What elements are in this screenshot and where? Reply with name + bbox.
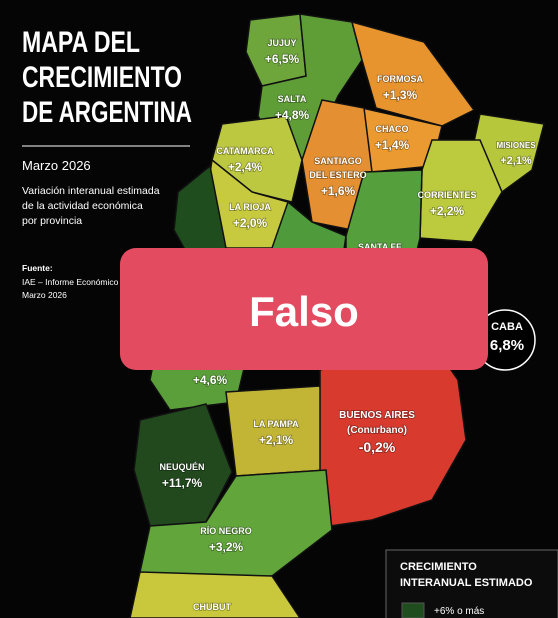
province-value: +1,4% (375, 138, 410, 152)
province-chubut (129, 571, 301, 618)
province-name: CHUBUT (193, 602, 231, 612)
description: de la actividad económica (22, 200, 143, 212)
province-name: CORRIENTES (417, 190, 476, 200)
province-name: BUENOS AIRES (339, 410, 415, 421)
province-name: NEUQUÉN (159, 462, 204, 472)
province-name: SANTIAGO (314, 156, 362, 166)
province-name: MISIONES (496, 141, 536, 150)
province-value: 6,8% (490, 337, 524, 354)
date: Marzo 2026 (22, 158, 91, 173)
province-value: +11,7% (162, 476, 203, 490)
source-label: Fuente: (22, 263, 53, 273)
header: MAPA DEL CRECIMIENTO DE ARGENTINA Marzo … (22, 26, 192, 300)
province-value: +4,8% (275, 108, 310, 122)
province-value: +2,4% (228, 160, 263, 174)
verdict-label: Falso (249, 288, 359, 335)
province-name: JUJUY (267, 38, 296, 48)
legend-swatch (401, 602, 425, 618)
province-labels: JUJUY +6,5% SALTA +4,8% FORMOSA +1,3% CHACO +1,… (159, 37, 537, 613)
province-name: DEL ESTERO (309, 170, 366, 180)
province-name: SANTA FE (358, 242, 402, 252)
province-value: +3,2% (209, 540, 244, 554)
province-value: +2,2% (430, 204, 465, 218)
province-value: +2,1% (500, 155, 532, 167)
source: IAE – Informe Económico M (22, 277, 128, 287)
province-value: +2,1% (259, 433, 294, 447)
province-name: LA RIOJA (229, 202, 271, 212)
verdict-overlay: Falso (120, 248, 488, 370)
legend-item: +6% o más (434, 606, 484, 617)
province-value: +1,6% (321, 184, 356, 198)
province-name: FORMOSA (377, 74, 423, 84)
province-value: +2,0% (233, 216, 268, 230)
description: por provincia (22, 215, 82, 227)
province-name: (Conurbano) (347, 425, 407, 436)
title-line: CRECIMIENTO (22, 61, 182, 94)
province-value: +6,5% (265, 52, 300, 66)
province-name: CABA (491, 321, 523, 333)
province-name: CATAMARCA (216, 146, 274, 156)
province-name: LA PAMPA (253, 419, 299, 429)
province-lapampa (225, 385, 327, 477)
description: Variación interanual estimada (22, 185, 160, 197)
province-value: +1,3% (383, 88, 418, 102)
legend-title: INTERANUAL ESTIMADO (400, 577, 533, 589)
verdict-banner (120, 248, 488, 370)
province-name: CHACO (376, 124, 409, 134)
legend: CRECIMIENTO INTERANUAL ESTIMADO +6% o má… (385, 549, 558, 618)
province-value: +4,6% (193, 373, 228, 387)
province-name: SALTA (278, 94, 307, 104)
province-value: -0,2% (359, 439, 396, 455)
source: Marzo 2026 (22, 290, 67, 300)
title-line: DE ARGENTINA (22, 96, 192, 129)
title-line: MAPA DEL (22, 26, 140, 59)
province-name: RÍO NEGRO (200, 526, 252, 536)
legend-title: CRECIMIENTO (400, 561, 477, 573)
